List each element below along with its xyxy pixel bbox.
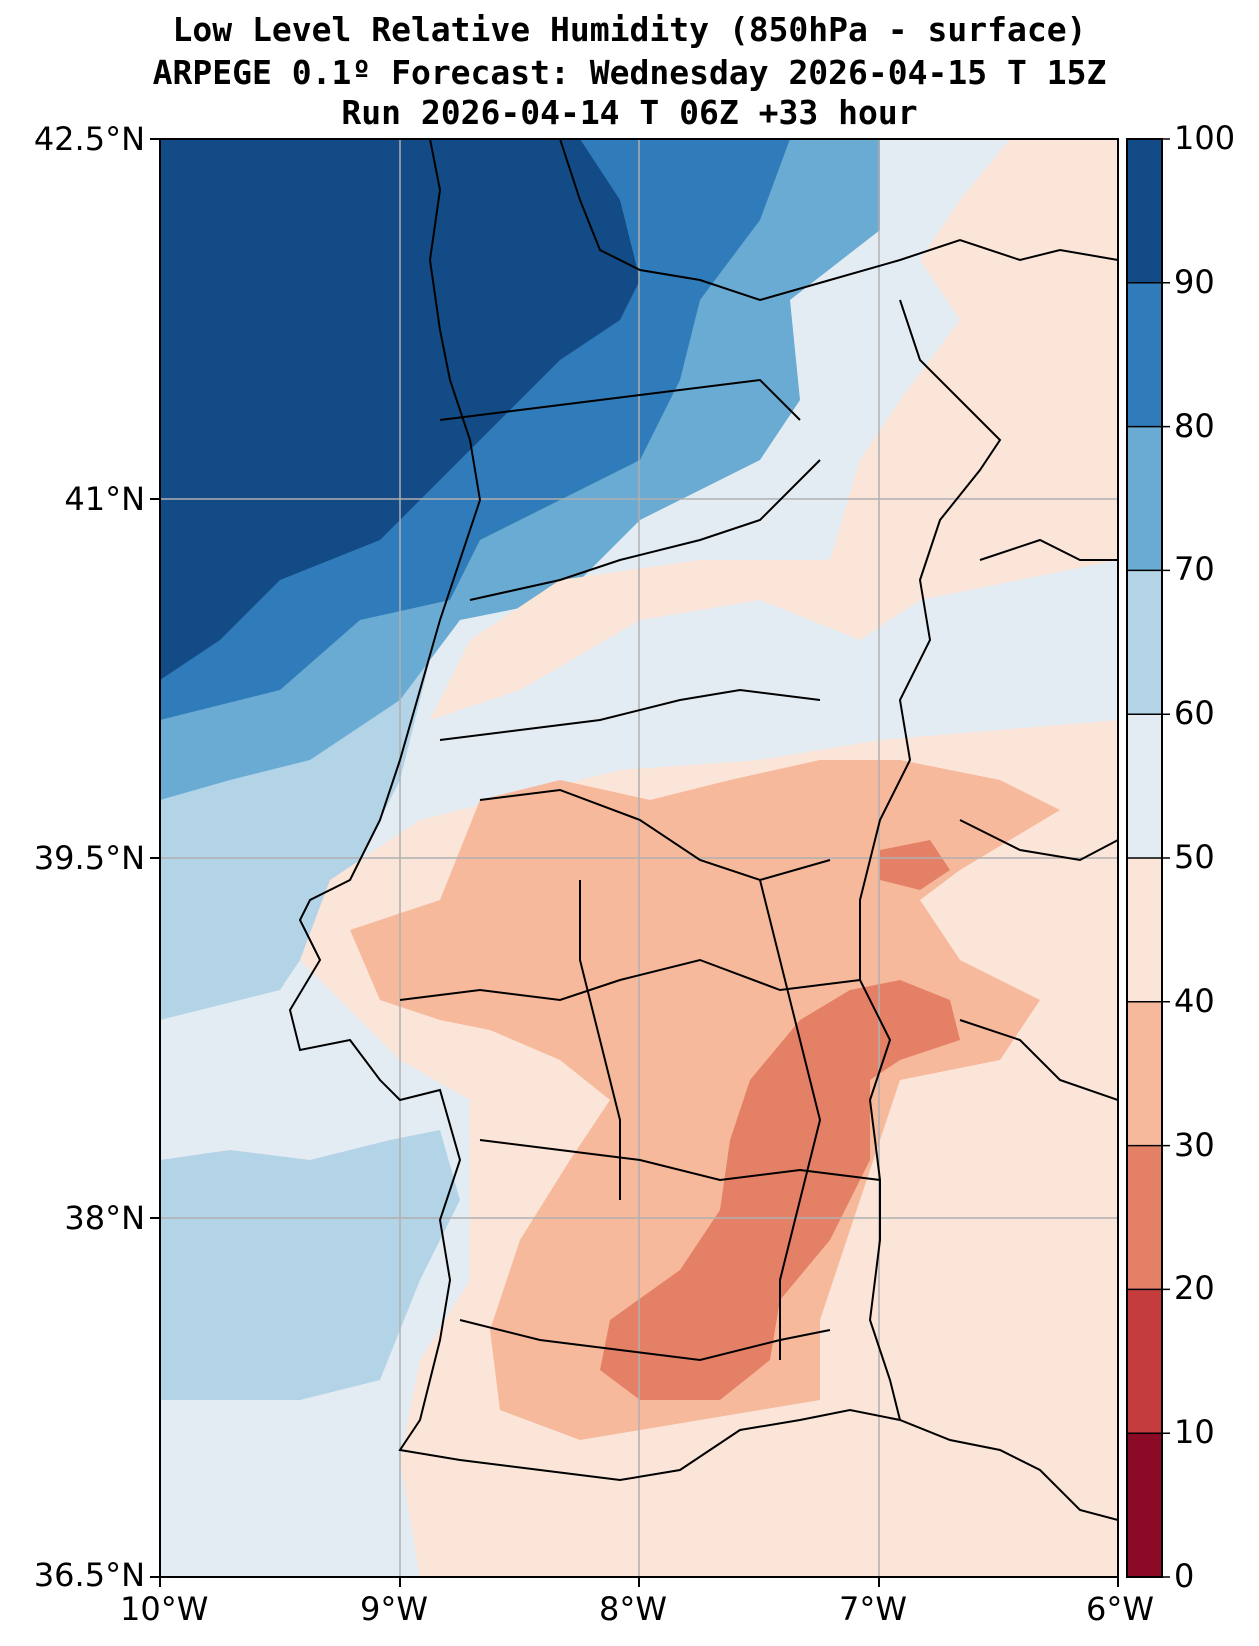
gridlines bbox=[160, 139, 1118, 1577]
chart-title-line-1: Low Level Relative Humidity (850hPa - su… bbox=[172, 10, 1087, 49]
field-20-30 bbox=[600, 980, 960, 1400]
district-border-i bbox=[759, 879, 822, 1360]
district-border-e bbox=[399, 958, 861, 1002]
district-border-b bbox=[469, 459, 821, 601]
lat-tick-label: 41°N bbox=[64, 480, 145, 518]
colorbar-segment bbox=[1127, 1289, 1162, 1434]
colorbar-segment bbox=[1127, 1001, 1162, 1147]
district-border-l bbox=[959, 1019, 1118, 1101]
colorbar-segment bbox=[1127, 1433, 1162, 1578]
colorbar-segment bbox=[1127, 139, 1162, 284]
colorbar-tick-label: 60 bbox=[1174, 694, 1215, 733]
district-border-j bbox=[979, 538, 1118, 561]
lon-tick-label: 8°W bbox=[599, 1590, 667, 1628]
field-60-70-southwest bbox=[160, 1130, 460, 1400]
lon-tick-label: 10°W bbox=[120, 1590, 209, 1628]
field-20-30-east-patch bbox=[880, 840, 950, 890]
lon-tick-label: 6°W bbox=[1086, 1590, 1154, 1628]
district-border-k bbox=[959, 819, 1118, 862]
colorbar-segment bbox=[1127, 1145, 1162, 1290]
district-border-a bbox=[439, 378, 801, 421]
district-border-d bbox=[479, 788, 831, 882]
colorbar-segment bbox=[1127, 282, 1162, 428]
district-border-c bbox=[439, 688, 821, 741]
colorbar-segment bbox=[1127, 426, 1162, 571]
colorbar-tick-label: 50 bbox=[1174, 838, 1215, 876]
portugal-west-coast bbox=[288, 139, 1118, 1521]
lat-tick-label: 36.5°N bbox=[33, 1556, 145, 1594]
colorbar-segment bbox=[1127, 714, 1162, 859]
colorbar-tick-label: 20 bbox=[1174, 1269, 1215, 1308]
lat-tick-label: 39.5°N bbox=[33, 839, 145, 877]
lon-tick-label: 9°W bbox=[360, 1590, 428, 1628]
lat-tick-label: 38°N bbox=[64, 1199, 145, 1237]
chart-title-line-3: Run 2026-04-14 T 06Z +33 hour bbox=[341, 93, 918, 132]
district-border-h bbox=[579, 880, 621, 1200]
coastlines-borders bbox=[288, 139, 1118, 1521]
colorbar-tick-label: 10 bbox=[1174, 1413, 1215, 1452]
axis-ticks bbox=[150, 138, 1119, 1587]
lon-tick-label: 7°W bbox=[839, 1590, 907, 1628]
colorbar-segment bbox=[1127, 570, 1162, 715]
portugal-spain-north-border bbox=[559, 139, 1118, 302]
portugal-spain-east-border bbox=[859, 299, 1002, 1421]
colorbar-tick-label: 90 bbox=[1174, 262, 1215, 301]
colorbar-tick-label: 70 bbox=[1174, 550, 1215, 589]
colorbar-tick-label: 0 bbox=[1174, 1557, 1195, 1595]
colorbar-segment bbox=[1127, 858, 1162, 1003]
colorbar-tick-label: 40 bbox=[1174, 981, 1215, 1020]
colorbar-tick-label: 30 bbox=[1174, 1125, 1215, 1164]
chart-title-line-2: ARPEGE 0.1º Forecast: Wednesday 2026-04-… bbox=[152, 53, 1107, 92]
colorbar-tick-label: 100 bbox=[1174, 119, 1236, 157]
district-border-g bbox=[459, 1319, 831, 1362]
colorbar bbox=[1126, 138, 1170, 1578]
field-30-40 bbox=[350, 760, 1060, 1440]
district-border-f bbox=[479, 1139, 881, 1182]
lat-tick-label: 42.5°N bbox=[33, 120, 145, 158]
colorbar-tick-label: 80 bbox=[1174, 406, 1215, 445]
